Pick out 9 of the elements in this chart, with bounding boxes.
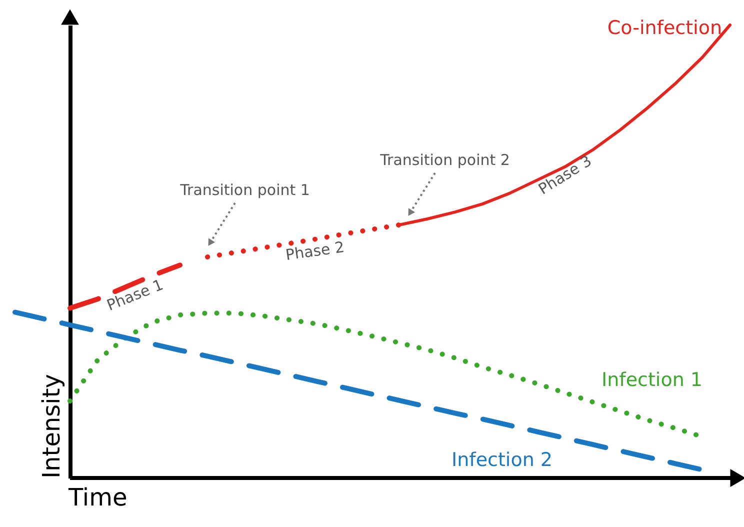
y-axis-title: Intensity [38,374,66,478]
annotation: Transition point 2 [379,151,510,169]
annotation: Transition point 1 [179,181,310,199]
series-label: Infection 2 [452,448,552,471]
series-label: Infection 1 [602,368,702,391]
x-axis-title: Time [68,484,128,512]
annotation: Phase 2 [284,238,346,264]
series-label: Co-infection [607,17,722,39]
annotation: Phase 1 [104,276,166,314]
